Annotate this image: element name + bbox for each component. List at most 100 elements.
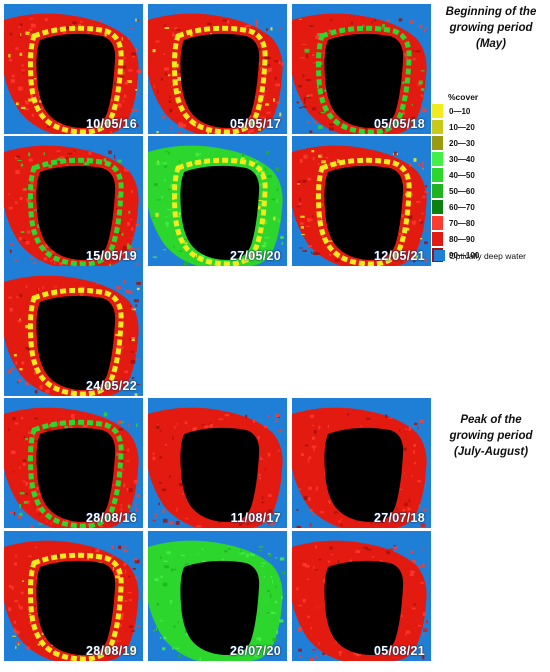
legend-class-3: 30—40 — [432, 151, 548, 167]
shoreline-cover-band — [171, 552, 268, 661]
cover-map — [148, 407, 283, 528]
shoreline-cover-band — [27, 287, 124, 396]
cover-map — [4, 145, 140, 266]
masked-deep-area — [324, 165, 404, 260]
deep-water-label: Optically deep water — [449, 250, 527, 261]
legend-class-list: 0—10 10—20 20—30 30—40 40—50 50—60 60—70 70—80 8… — [432, 103, 548, 263]
map-panel: 28/08/16 — [4, 398, 143, 528]
legend-class-2: 20—30 — [432, 135, 548, 151]
map-date-label: 15/05/19 — [85, 249, 137, 263]
heading-beginning-line-2: growing period — [449, 22, 533, 34]
map-panel: 05/05/17 — [148, 4, 287, 134]
legend-class-5: 50—60 — [432, 183, 548, 199]
map-date-label: 28/08/19 — [85, 644, 137, 658]
map-panel: 05/05/18 — [292, 4, 431, 134]
legend-swatch — [432, 168, 443, 182]
masked-deep-area — [180, 33, 260, 129]
legend-swatch — [432, 184, 443, 198]
cover-map — [292, 540, 428, 661]
cover-legend: %cover 0—10 10—20 20—30 30—40 40—50 50—60 60—7… — [432, 92, 548, 263]
shoreline-cover-band — [171, 25, 268, 134]
legend-class-7: 70—80 — [432, 215, 548, 231]
map-date-label: 10/05/16 — [85, 117, 137, 131]
legend-swatch — [432, 136, 443, 150]
legend-class-1: 10—20 — [432, 119, 548, 135]
map-panel: 27/07/18 — [292, 398, 431, 528]
shoreline-cover-band — [27, 419, 124, 528]
masked-deep-area — [36, 33, 116, 129]
map-panel: 28/08/19 — [4, 531, 143, 661]
legend-label: 80—90 — [449, 234, 475, 244]
shoreline-cover-band — [27, 552, 124, 661]
legend-swatch — [432, 200, 443, 214]
heading-beginning-period: Beginning of the growing period (May) — [432, 4, 550, 52]
cover-map — [292, 145, 430, 266]
map-panel: 12/05/21 — [292, 136, 431, 266]
legend-swatch — [432, 216, 443, 230]
masked-deep-area — [180, 560, 260, 655]
masked-deep-area — [324, 560, 404, 655]
map-panel: 26/07/20 — [148, 531, 287, 661]
legend-class-0: 0—10 — [432, 103, 548, 119]
legend-label: 50—60 — [449, 186, 475, 196]
legend-label: 40—50 — [449, 170, 475, 180]
heading-peak-line-1: Peak of the — [460, 414, 522, 426]
shoreline-cover-band — [315, 419, 412, 528]
masked-deep-area — [36, 427, 116, 522]
cover-map — [4, 275, 142, 396]
cover-map — [4, 540, 141, 661]
legend-label: 30—40 — [449, 154, 475, 164]
cover-map — [4, 13, 142, 134]
masked-deep-area — [36, 560, 116, 655]
map-date-label: 27/07/18 — [373, 511, 425, 525]
map-date-label: 24/05/22 — [85, 379, 137, 393]
map-date-label: 05/05/18 — [373, 117, 425, 131]
legend-class-6: 60—70 — [432, 199, 548, 215]
map-panel: 27/05/20 — [148, 136, 287, 266]
cover-map — [292, 407, 427, 528]
cover-map — [148, 13, 284, 134]
legend-label: 10—20 — [449, 122, 475, 132]
legend-swatch — [432, 120, 443, 134]
legend-label: 0—10 — [449, 106, 471, 116]
deep-water-swatch — [434, 250, 445, 261]
map-date-label: 11/08/17 — [230, 511, 281, 525]
cover-map — [148, 145, 284, 266]
heading-peak-line-2: growing period — [449, 430, 533, 442]
map-date-label: 12/05/21 — [373, 249, 425, 263]
legend-label: 20—30 — [449, 138, 475, 148]
masked-deep-area — [36, 165, 116, 260]
shoreline-cover-band — [171, 419, 268, 528]
legend-swatch — [432, 152, 443, 166]
cover-map — [292, 13, 428, 134]
masked-deep-area — [180, 165, 260, 260]
shoreline-cover-band — [315, 552, 412, 661]
map-panel: 15/05/19 — [4, 136, 143, 266]
heading-peak-line-3: (July-August) — [453, 446, 529, 458]
map-panel: 11/08/17 — [148, 398, 287, 528]
heading-beginning-line-3: (May) — [475, 38, 507, 50]
legend-title: %cover — [448, 92, 479, 102]
legend-label: 60—70 — [449, 202, 475, 212]
cover-map — [148, 540, 285, 661]
shoreline-cover-band — [315, 157, 412, 266]
map-panel: 05/08/21 — [292, 531, 431, 661]
legend-label: 90—100 — [449, 250, 480, 260]
masked-deep-area — [180, 427, 260, 522]
map-date-label: 27/05/20 — [229, 249, 281, 263]
legend-swatch — [432, 104, 443, 118]
cover-map — [4, 407, 140, 528]
shoreline-cover-band — [315, 25, 412, 134]
map-date-label: 28/08/16 — [85, 511, 137, 525]
masked-deep-area — [36, 295, 116, 390]
legend-class-8: 80—90 — [432, 231, 548, 247]
map-date-label: 05/08/21 — [373, 644, 425, 658]
legend-label: 70—80 — [449, 218, 475, 228]
legend-class-4: 40—50 — [432, 167, 548, 183]
map-date-label: 05/05/17 — [229, 117, 281, 131]
heading-peak-period: Peak of the growing period (July-August) — [432, 412, 550, 460]
shoreline-cover-band — [27, 157, 124, 266]
map-panel: 10/05/16 — [4, 4, 143, 134]
map-date-label: 26/07/20 — [229, 644, 281, 658]
shoreline-cover-band — [27, 25, 124, 134]
